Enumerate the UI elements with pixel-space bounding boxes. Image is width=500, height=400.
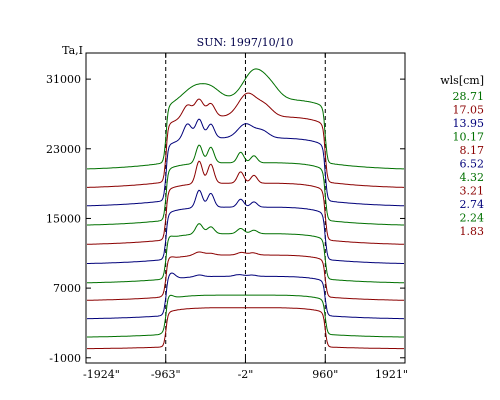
series-line-2-74 <box>86 272 405 320</box>
x-axis: -1924" -963" -2" 960" 1921" <box>83 53 408 381</box>
series-line-2-24 <box>87 294 404 338</box>
x-tick-label: -1924" <box>83 368 120 381</box>
series-line-28-71 <box>87 68 404 170</box>
legend-item: 3.21 <box>460 185 485 198</box>
legend-item: 17.05 <box>453 104 485 117</box>
x-tick-label: 960" <box>312 368 338 381</box>
series-line-8-17 <box>87 160 404 245</box>
y-tick-label: -1000 <box>49 352 81 365</box>
series-line-4-32 <box>87 223 404 284</box>
y-tick-label: 31000 <box>46 73 81 86</box>
x-tick-label: -2" <box>238 368 254 381</box>
legend-item: 10.17 <box>453 131 485 144</box>
legend-item: 1.83 <box>460 225 485 238</box>
reference-lines <box>165 53 326 363</box>
x-tick-label: 1921" <box>375 368 408 381</box>
legend-item: 28.71 <box>453 90 485 103</box>
series-line-13-95 <box>87 118 404 207</box>
y-axis-title: Ta,I <box>62 44 83 57</box>
legend-title: wls[cm] <box>440 74 484 87</box>
legend: 28.7117.0513.9510.178.176.524.323.212.74… <box>453 90 485 238</box>
legend-item: 13.95 <box>453 117 485 130</box>
series-lines <box>86 68 405 350</box>
legend-item: 4.32 <box>460 171 485 184</box>
y-axis: -1000 7000 15000 23000 31000 <box>46 73 405 365</box>
chart-title: SUN: 1997/10/10 <box>197 36 294 49</box>
legend-item: 8.17 <box>460 144 485 157</box>
y-tick-label: 15000 <box>46 212 81 225</box>
legend-item: 6.52 <box>460 158 485 171</box>
x-tick-label: -963" <box>151 368 181 381</box>
series-line-17-05 <box>87 92 404 188</box>
legend-item: 2.24 <box>460 212 485 225</box>
series-line-10-17 <box>87 144 404 226</box>
series-line-1-83 <box>87 307 404 350</box>
y-tick-label: 7000 <box>53 282 81 295</box>
series-line-3-21 <box>87 251 404 301</box>
legend-item: 2.74 <box>460 198 485 211</box>
y-tick-label: 23000 <box>46 143 81 156</box>
series-line-6-52 <box>87 189 404 264</box>
